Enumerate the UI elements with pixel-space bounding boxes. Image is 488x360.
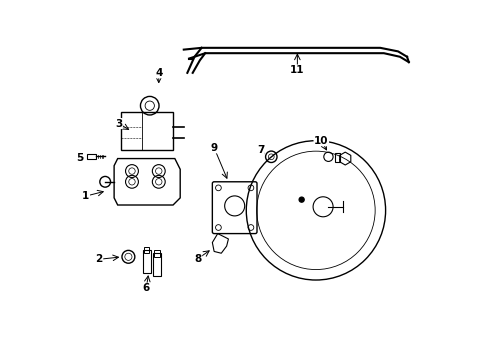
Bar bbox=[154, 250, 160, 257]
Text: 7: 7 bbox=[256, 145, 264, 155]
Circle shape bbox=[299, 197, 304, 202]
Text: 5: 5 bbox=[76, 153, 83, 163]
Text: 4: 4 bbox=[155, 68, 162, 78]
Text: 6: 6 bbox=[142, 283, 150, 293]
Bar bbox=[121, 112, 173, 150]
Bar bbox=[87, 154, 96, 158]
Bar bbox=[143, 247, 149, 253]
Text: 10: 10 bbox=[313, 136, 328, 146]
Text: 2: 2 bbox=[95, 254, 102, 264]
Bar bbox=[334, 153, 340, 162]
Bar bbox=[142, 249, 150, 273]
Text: 1: 1 bbox=[82, 191, 89, 201]
Text: 9: 9 bbox=[210, 143, 217, 153]
Text: 11: 11 bbox=[289, 65, 304, 75]
Text: 3: 3 bbox=[115, 118, 122, 129]
Bar bbox=[153, 253, 161, 276]
Text: 8: 8 bbox=[194, 253, 201, 264]
